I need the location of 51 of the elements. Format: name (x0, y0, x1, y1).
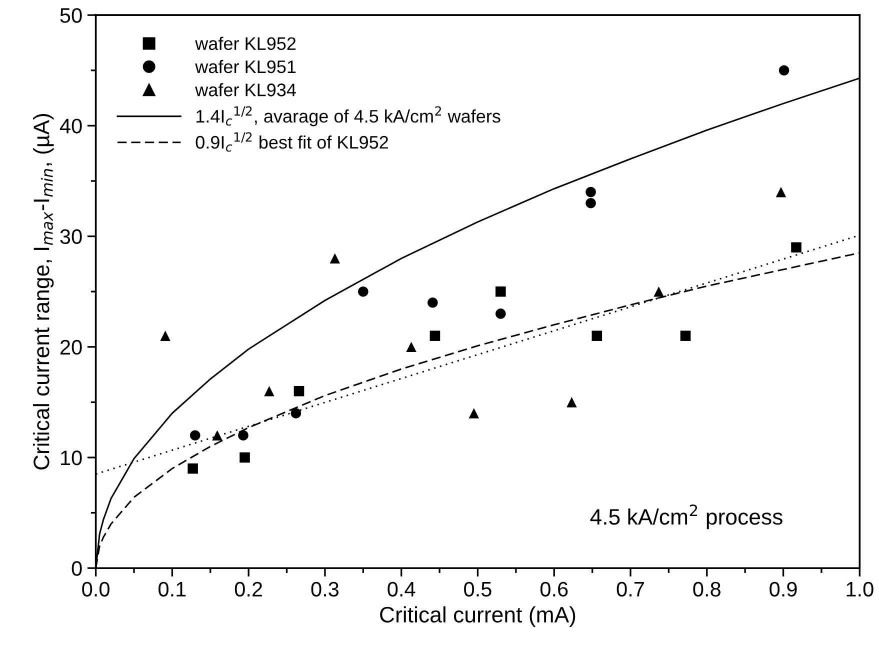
y-tick-label: 40 (60, 118, 82, 134)
point (468, 408, 480, 418)
point (188, 463, 198, 474)
x-tick-label: 0.3 (311, 582, 339, 597)
x-tick-label: 0.1 (158, 582, 186, 597)
point (680, 330, 691, 341)
legend-label: 0.9I$_{c}$$^{1/2}$ best fit of KL952 (196, 132, 388, 152)
point (430, 330, 440, 341)
point (566, 397, 577, 408)
x-tick-label: 0.0 (82, 582, 110, 597)
x-axis-title: Critical current (mA) (380, 606, 576, 627)
point (190, 430, 200, 441)
legend-label: 1.4I$_{c}$$^{1/2}$, avarage of 4.5 kA/cm$^{2}$ wafers (196, 106, 500, 126)
x-tick-label: 0.5 (464, 582, 492, 597)
point (778, 65, 790, 76)
legend-label: wafer KL952 (195, 36, 296, 50)
x-tick-label: 0.7 (616, 582, 644, 597)
annotation: 4.5 kA/cm$^{2}$ process (590, 504, 782, 530)
point (330, 253, 340, 264)
point (358, 286, 368, 297)
x-tick-label: 0.4 (388, 582, 416, 597)
point (776, 186, 786, 198)
x-tick-label: 0.8 (693, 582, 720, 597)
y-tick-label: 10 (61, 450, 82, 466)
point (586, 186, 596, 198)
point (654, 286, 664, 297)
x-tick-label: 0.6 (540, 582, 568, 597)
y-tick-label: 30 (60, 229, 82, 244)
point (240, 452, 250, 463)
x-tick-label: 0.9 (770, 582, 797, 597)
legend-label: wafer KL951 (195, 60, 296, 74)
point (586, 198, 596, 208)
point (406, 342, 416, 352)
y-tick-label: 20 (60, 340, 82, 355)
y-tick-label: 50 (60, 8, 82, 23)
point (791, 242, 802, 252)
x-tick-label: 0.2 (234, 582, 262, 597)
y-tick-label: 0 (72, 561, 82, 576)
x-tick-label: 1.0 (846, 582, 874, 597)
point (238, 430, 248, 441)
legend-label: wafer KL934 (195, 83, 296, 96)
point (264, 386, 274, 396)
point (592, 330, 602, 341)
point (496, 286, 506, 297)
point (160, 330, 170, 341)
point (294, 386, 304, 396)
point (496, 308, 506, 319)
point (212, 430, 222, 441)
point (290, 408, 302, 418)
point (428, 298, 438, 308)
y-axis-title: Critical current range, I$_{max}$-I$_{min}$, (µA) (33, 114, 54, 470)
